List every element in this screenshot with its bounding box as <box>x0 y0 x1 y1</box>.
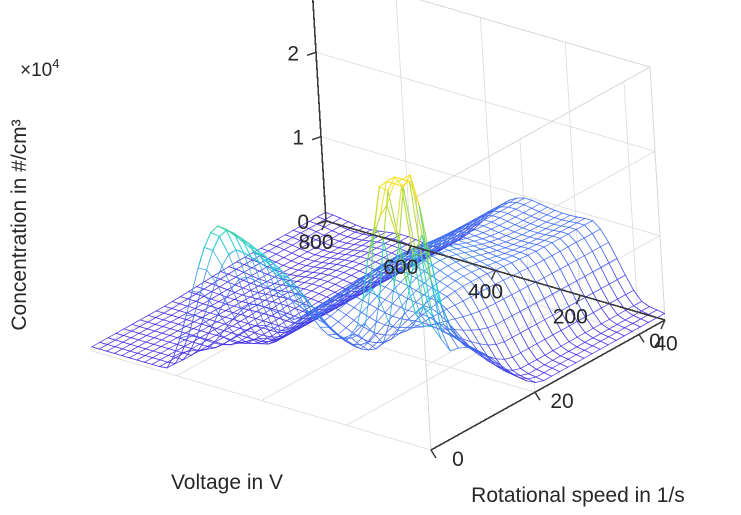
x-tick-label-0: 0 <box>649 330 661 353</box>
y-tick-label-0: 0 <box>452 448 464 471</box>
x-tick-label-800: 800 <box>298 231 333 254</box>
y-tick-label-40: 40 <box>654 332 677 355</box>
z-tick-label-0: 0 <box>297 211 309 234</box>
x-axis-title: Voltage in V <box>171 471 283 494</box>
surface-mesh <box>91 174 666 383</box>
z-tick-label-1: 1 <box>292 127 304 150</box>
z-axis-title: Concentration in #/cm³ <box>8 119 31 330</box>
axis-lines <box>306 0 666 459</box>
y-axis-title: Rotational speed in 1/s <box>471 484 685 507</box>
z-tick-label-2: 2 <box>287 42 299 65</box>
x-tick-label-200: 200 <box>553 305 588 328</box>
z-axis-exponent-label: ×104 <box>20 56 59 81</box>
axis-labels: 0123800600400200002040×104Concentration … <box>8 42 685 507</box>
y-tick-label-20: 20 <box>550 390 573 413</box>
x-tick-label-400: 400 <box>468 281 503 304</box>
grid-lines <box>91 0 666 451</box>
x-tick-label-600: 600 <box>383 256 418 279</box>
